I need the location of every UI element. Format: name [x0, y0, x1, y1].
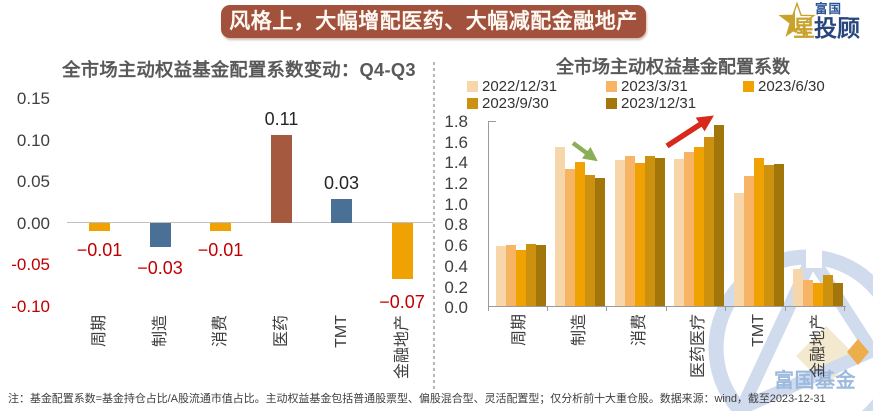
svg-text:投顾: 投顾	[814, 15, 860, 41]
svg-text:富国: 富国	[815, 1, 842, 16]
svg-text:星: 星	[793, 16, 815, 41]
